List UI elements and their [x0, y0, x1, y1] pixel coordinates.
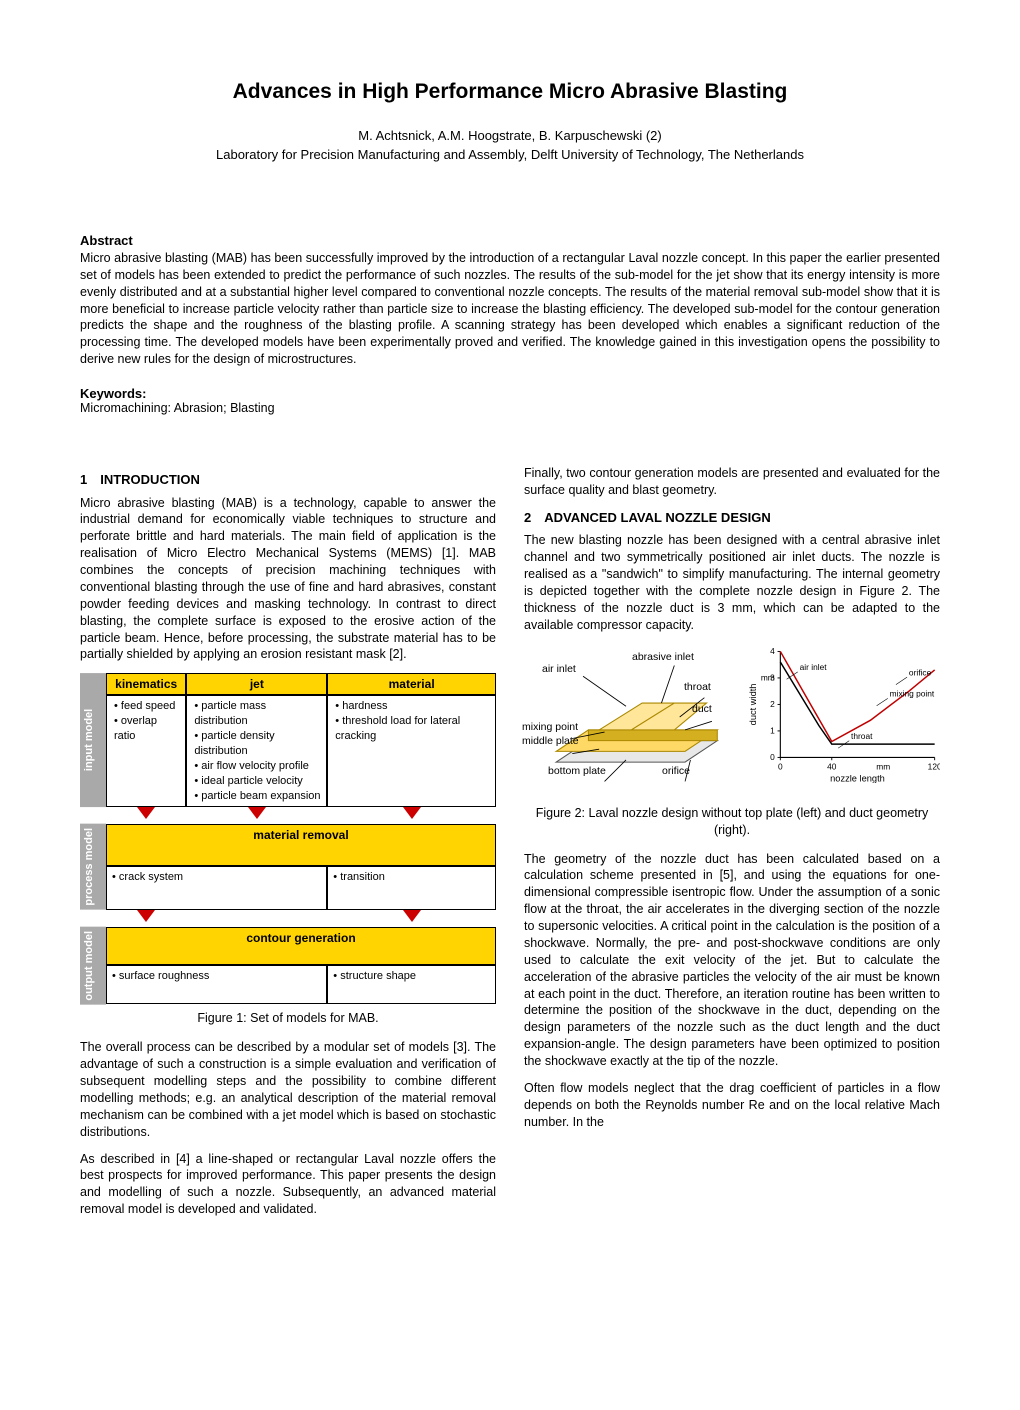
svg-text:air inlet: air inlet — [799, 662, 827, 672]
svg-text:40: 40 — [827, 761, 837, 771]
arrow-down-icon — [137, 910, 155, 922]
fig2-label-airinlet: air inlet — [542, 662, 576, 676]
svg-text:nozzle length: nozzle length — [830, 773, 885, 783]
abstract-heading: Abstract — [80, 233, 133, 248]
fig1-cell-roughness: • surface roughness — [106, 965, 327, 1004]
fig2-label-bottom: bottom plate — [548, 764, 606, 778]
arrow-down-icon — [403, 910, 421, 922]
fig2-chart-svg: 01234040120mmmmduct widthnozzle lengthai… — [745, 644, 940, 783]
fig1-cell-crack: • crack system — [106, 866, 327, 909]
svg-text:mm: mm — [761, 672, 775, 682]
svg-text:0: 0 — [778, 761, 783, 771]
figure-2-caption: Figure 2: Laval nozzle design without to… — [524, 805, 940, 839]
keywords-text: Micromachining: Abrasion; Blasting — [80, 401, 275, 415]
svg-text:mm: mm — [876, 761, 890, 771]
figure-1-diagram: input model kinematics jet material feed… — [80, 673, 496, 1004]
section2-p3: Often flow models neglect that the drag … — [524, 1080, 940, 1131]
fig1-cell-shape: • structure shape — [327, 965, 496, 1004]
section1-p3: As described in [4] a line-shaped or rec… — [80, 1151, 496, 1219]
section2-p2: The geometry of the nozzle duct has been… — [524, 851, 940, 1070]
svg-text:1: 1 — [770, 725, 775, 735]
figure-1-caption: Figure 1: Set of models for MAB. — [80, 1010, 496, 1027]
svg-text:duct width: duct width — [748, 683, 758, 725]
right-column: Finally, two contour generation models a… — [524, 465, 940, 1228]
paper-title: Advances in High Performance Micro Abras… — [80, 80, 940, 104]
affiliation: Laboratory for Precision Manufacturing a… — [80, 147, 940, 162]
fig2-label-orifice: orifice — [662, 764, 690, 778]
svg-text:throat: throat — [851, 730, 873, 740]
fig1-head-material: material — [327, 673, 496, 695]
abstract-text: Micro abrasive blasting (MAB) has been s… — [80, 251, 940, 366]
fig2-label-mixing: mixing point — [522, 720, 578, 734]
svg-text:4: 4 — [770, 646, 775, 656]
authors: M. Achtsnick, A.M. Hoogstrate, B. Karpus… — [80, 128, 940, 143]
section2-p1: The new blasting nozzle has been designe… — [524, 532, 940, 633]
fig1-head-material-removal: material removal — [106, 824, 496, 866]
col2-p0: Finally, two contour generation models a… — [524, 465, 940, 499]
arrow-down-icon — [403, 807, 421, 819]
fig2-label-middle: middle plate — [522, 734, 579, 748]
svg-text:orifice: orifice — [909, 667, 932, 677]
arrow-down-icon — [248, 807, 266, 819]
section1-p1: Micro abrasive blasting (MAB) is a techn… — [80, 495, 496, 664]
svg-text:0: 0 — [770, 752, 775, 762]
section1-heading: 1 INTRODUCTION — [80, 471, 496, 489]
fig2-label-abrasive: abrasive inlet — [632, 650, 694, 664]
fig1-cell-kinematics: feed speed overlap ratio — [106, 695, 186, 807]
fig1-sidelabel-input: input model — [80, 673, 106, 807]
fig1-cell-jet: particle mass distribution particle dens… — [186, 695, 327, 807]
fig1-sidelabel-process: process model — [80, 824, 106, 910]
fig1-head-kinematics: kinematics — [106, 673, 186, 695]
fig1-head-contour: contour generation — [106, 927, 496, 965]
svg-text:2: 2 — [770, 699, 775, 709]
fig1-sidelabel-output: output model — [80, 927, 106, 1005]
section2-heading: 2 ADVANCED LAVAL NOZZLE DESIGN — [524, 509, 940, 527]
fig1-cell-material: hardness threshold load for lateral crac… — [327, 695, 496, 807]
section1-p2: The overall process can be described by … — [80, 1039, 496, 1140]
fig2-label-duct: duct — [692, 702, 712, 716]
fig1-cell-transition: • transition — [327, 866, 496, 909]
figure-2-diagram: air inlet abrasive inlet throat duct mix… — [524, 644, 940, 799]
fig2-label-throat: throat — [684, 680, 711, 694]
svg-text:120: 120 — [927, 761, 940, 771]
fig1-head-jet: jet — [186, 673, 327, 695]
keywords-heading: Keywords: — [80, 386, 146, 401]
left-column: 1 INTRODUCTION Micro abrasive blasting (… — [80, 465, 496, 1228]
arrow-down-icon — [137, 807, 155, 819]
svg-text:mixing point: mixing point — [889, 688, 934, 698]
